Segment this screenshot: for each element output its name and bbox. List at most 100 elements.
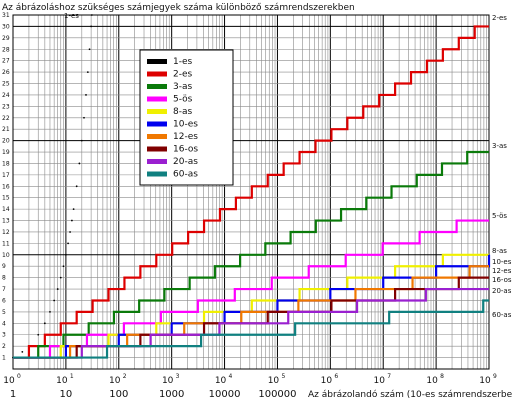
x-tick-exponent: 5 (281, 373, 285, 380)
x-tick-label: 10 (268, 376, 280, 386)
legend-swatch (147, 172, 167, 177)
y-tick-label: 24 (2, 92, 10, 99)
series-end-label: 1-es (64, 12, 79, 20)
x-tick-plain-label: 1 (10, 389, 16, 400)
y-tick-label: 31 (2, 12, 10, 19)
x-tick-exponent: 8 (440, 373, 444, 380)
legend-swatch (147, 159, 167, 164)
x-tick-exponent: 1 (70, 373, 74, 380)
y-tick-label: 2 (2, 343, 6, 350)
x-tick-label: 10 (321, 376, 333, 386)
y-tick-label: 23 (2, 103, 10, 110)
x-tick-exponent: 9 (493, 373, 497, 380)
legend-label: 16-os (173, 145, 198, 155)
x-axis-label: Az ábrázolandó szám (10-es számrendszerb… (308, 389, 512, 400)
y-tick-label: 1 (2, 355, 6, 362)
series-point-1-es (63, 265, 65, 267)
y-tick-label: 22 (2, 115, 10, 122)
y-tick-label: 3 (2, 332, 6, 339)
x-tick-plain-label: 10 (60, 389, 73, 400)
x-tick-exponent: 4 (229, 373, 233, 380)
legend-swatch (147, 122, 167, 127)
y-tick-label: 14 (2, 206, 10, 213)
legend-swatch (147, 59, 167, 64)
series-point-1-es (65, 254, 67, 256)
x-tick-exponent: 3 (176, 373, 180, 380)
y-tick-label: 29 (2, 35, 10, 42)
y-tick-label: 12 (2, 229, 10, 236)
legend: 1-es 2-es 3-as 5-ös 8-as 10-es 12-es 16-os 20-as… (140, 50, 233, 185)
x-tick-label: 10 (215, 376, 227, 386)
series-point-1-es (83, 117, 85, 119)
legend-label: 2-es (173, 70, 193, 80)
y-tick-label: 21 (2, 126, 10, 133)
y-tick-label: 19 (2, 149, 10, 156)
y-tick-label: 4 (2, 320, 6, 327)
series-end-label: 10-es (492, 258, 512, 266)
series-point-1-es (91, 14, 93, 16)
x-tick-label: 10 (162, 376, 174, 386)
legend-label: 60-as (173, 170, 198, 180)
legend-swatch (147, 72, 167, 77)
y-tick-label: 30 (2, 23, 10, 30)
series-point-1-es (73, 208, 75, 210)
x-tick-exponent: 2 (123, 373, 127, 380)
x-tick-label: 10 (109, 376, 121, 386)
x-tick-label: 10 (56, 376, 68, 386)
series-end-label: 8-as (492, 247, 507, 255)
legend-label: 20-as (173, 157, 198, 167)
x-tick-label: 10 (426, 376, 438, 386)
series-point-1-es (81, 140, 83, 142)
y-tick-label: 27 (2, 58, 10, 65)
y-tick-label: 13 (2, 218, 10, 225)
y-tick-label: 9 (2, 263, 6, 270)
series-end-label: 2-es (492, 14, 507, 22)
y-tick-label: 10 (2, 252, 10, 259)
x-tick-label: 10 (3, 376, 15, 386)
legend-swatch (147, 109, 167, 114)
series-point-1-es (71, 220, 73, 222)
x-tick-exponent: 0 (17, 373, 21, 380)
y-tick-label: 15 (2, 195, 10, 202)
y-tick-label: 25 (2, 81, 10, 88)
x-tick-plain-label: 10000 (209, 389, 241, 400)
chart-title: Az ábrázoláshoz szükséges számjegyek szá… (2, 2, 355, 13)
series-point-1-es (76, 185, 78, 187)
legend-label: 3-as (173, 82, 192, 92)
legend-label: 10-es (173, 120, 198, 130)
series-point-1-es (69, 231, 71, 233)
y-tick-label: 16 (2, 183, 10, 190)
series-end-label: 60-as (492, 311, 512, 319)
legend-label: 12-es (173, 132, 198, 142)
series-point-1-es (67, 242, 69, 244)
legend-label: 1-es (173, 57, 193, 67)
series-point-1-es (44, 322, 46, 324)
series-point-1-es (89, 48, 91, 50)
x-tick-label: 10 (373, 376, 385, 386)
y-tick-label: 28 (2, 46, 10, 53)
y-tick-label: 7 (2, 286, 6, 293)
y-tick-label: 18 (2, 160, 10, 167)
series-point-1-es (60, 277, 62, 279)
y-tick-label: 8 (2, 275, 6, 282)
legend-label: 8-as (173, 107, 192, 117)
series-point-1-es (57, 288, 59, 290)
x-tick-exponent: 7 (387, 373, 391, 380)
x-tick-label: 10 (479, 376, 491, 386)
series-end-label: 5-ös (492, 212, 507, 220)
legend-swatch (147, 84, 167, 89)
y-tick-label: 6 (2, 297, 6, 304)
legend-swatch (147, 134, 167, 139)
legend-label: 5-ös (173, 95, 193, 105)
x-tick-exponent: 6 (334, 373, 338, 380)
series-point-1-es (87, 71, 89, 73)
y-tick-label: 11 (2, 240, 10, 247)
x-tick-plain-label: 100000 (258, 389, 296, 400)
series-end-label: 12-es (492, 267, 512, 275)
y-tick-label: 5 (2, 309, 6, 316)
series-point-1-es (53, 300, 55, 302)
y-tick-label: 26 (2, 69, 10, 76)
series-point-1-es (90, 26, 92, 28)
series-point-1-es (85, 94, 87, 96)
series-end-label: 20-as (492, 287, 512, 295)
